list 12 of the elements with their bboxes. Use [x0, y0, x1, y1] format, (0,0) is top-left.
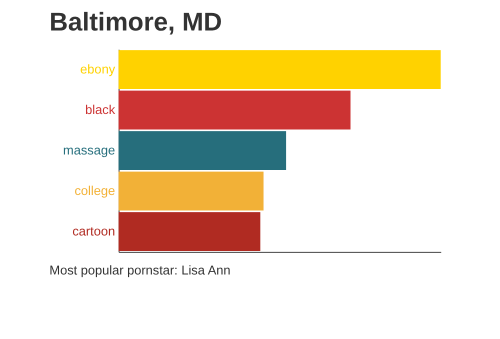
- y-tick-label: black: [85, 102, 116, 117]
- y-tick-label: ebony: [80, 61, 116, 76]
- bar: [118, 90, 351, 130]
- y-tick-label: massage: [63, 142, 116, 158]
- text: Most popular pornstar: Lisa Ann: [49, 262, 231, 278]
- y-tick-label: college: [74, 183, 116, 198]
- bar: [118, 50, 441, 89]
- y-tick-label: cartoon: [72, 224, 116, 239]
- chart-title: Baltimore, MD: [49, 8, 222, 36]
- bar: [118, 172, 264, 211]
- bar: [118, 212, 260, 252]
- bar: [118, 131, 286, 170]
